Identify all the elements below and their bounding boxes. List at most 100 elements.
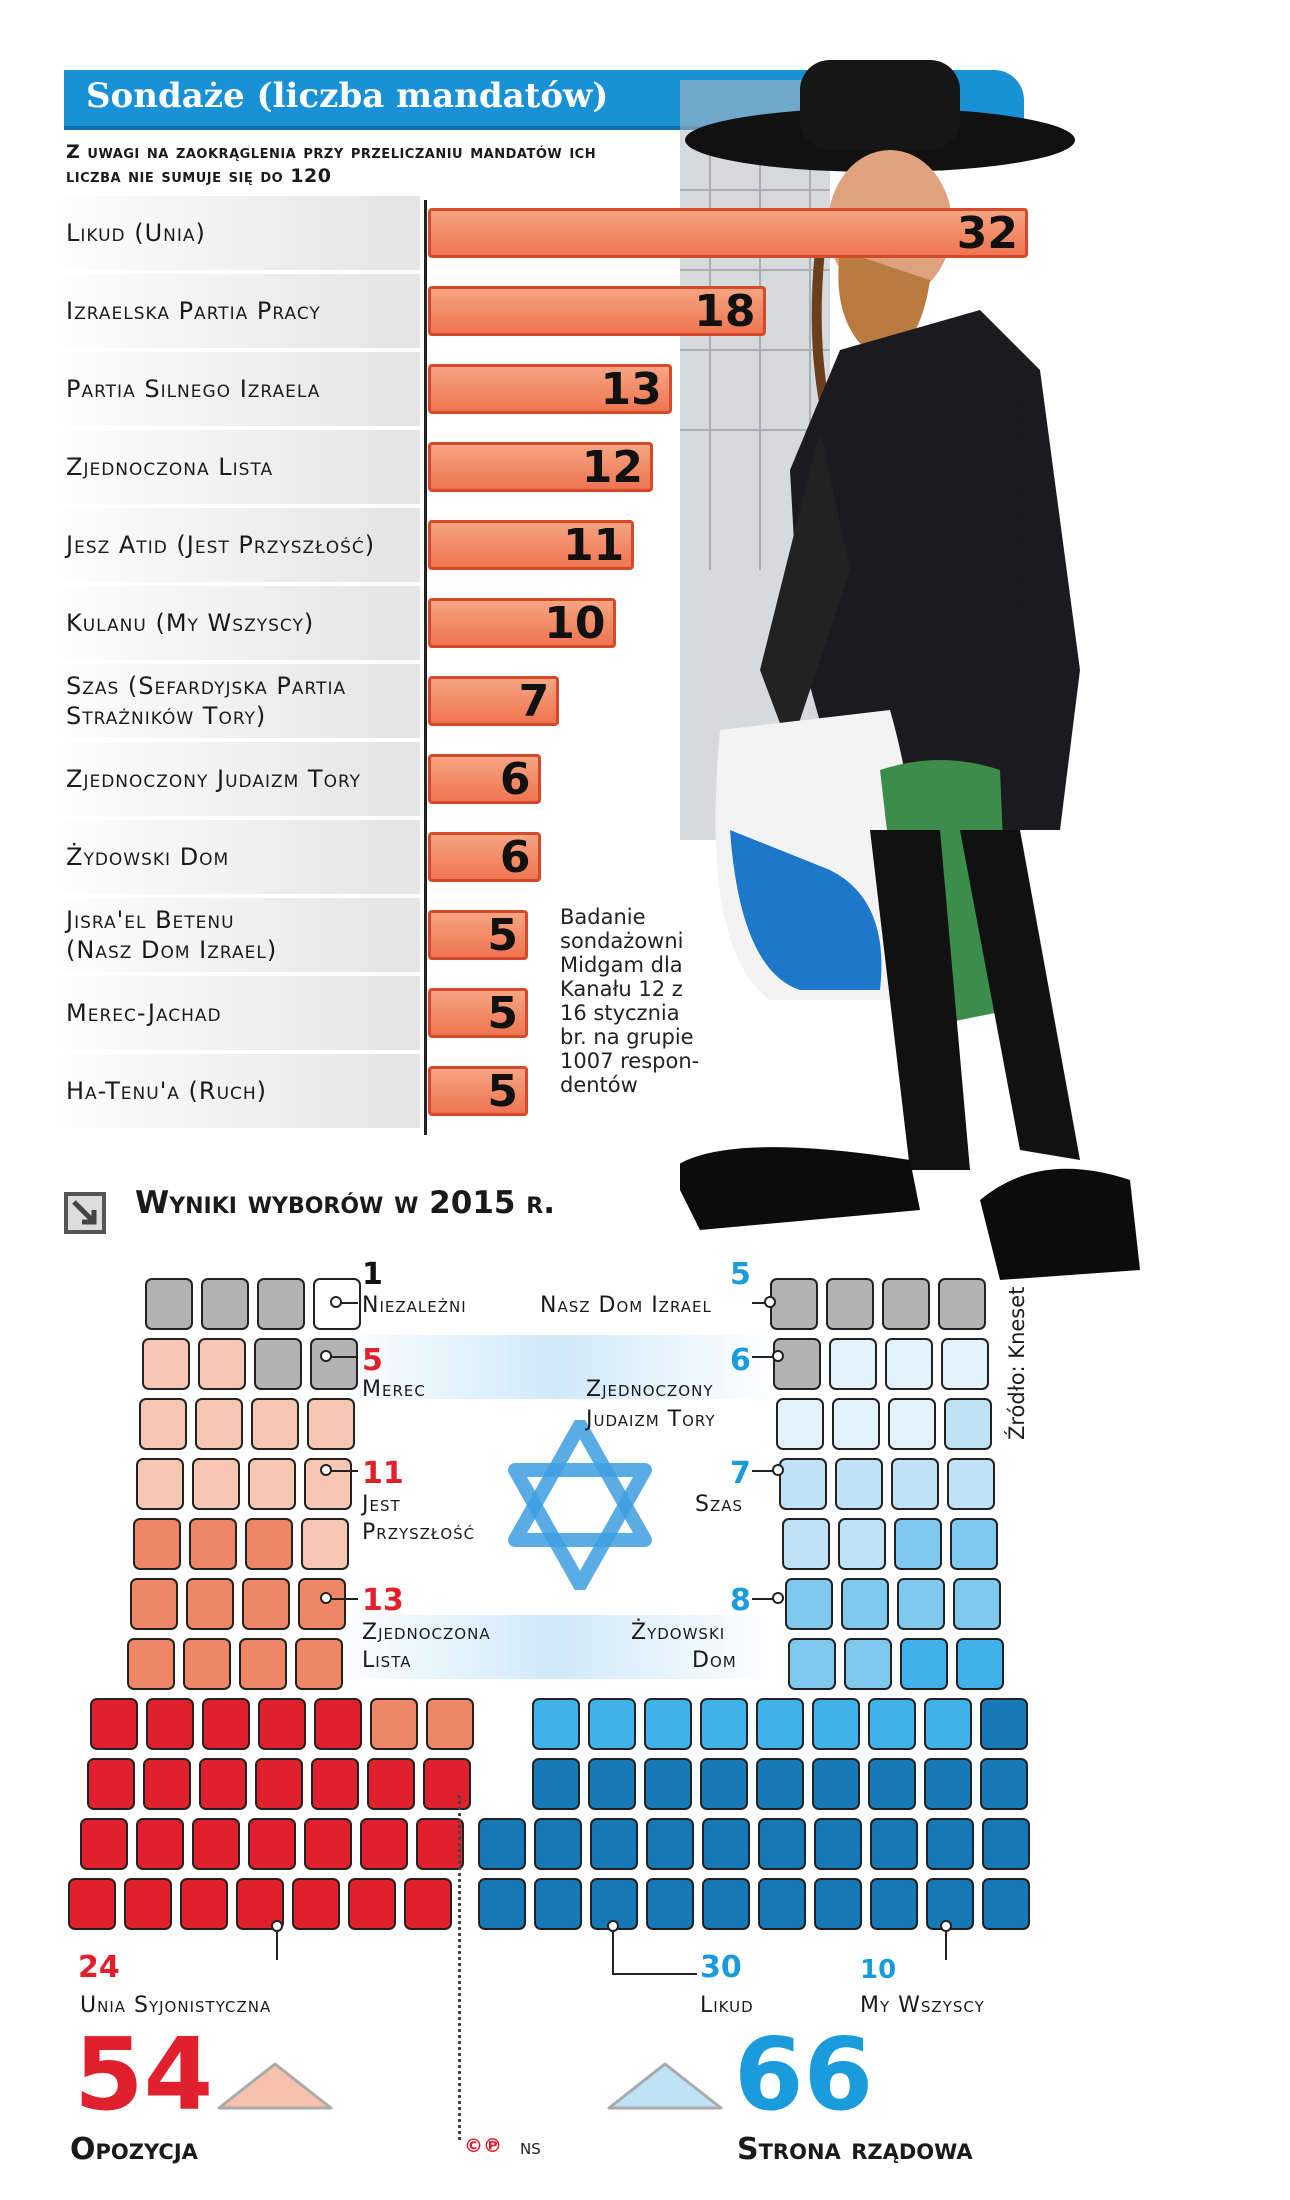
seat [894,1518,942,1570]
leader-dot [607,1920,619,1932]
poll-bar [428,208,1028,258]
seat [534,1878,582,1930]
my-wszyscy-label: My Wszyscy [860,1993,985,2018]
seat [201,1278,249,1330]
seat [944,1398,992,1450]
zydowski-label-2: Dom [692,1648,737,1673]
seat [292,1878,340,1930]
party-label: Kulanu (My Wszyscy) [66,609,315,637]
poll-bar [428,598,616,648]
seat [146,1698,194,1750]
leader-line [612,1973,697,1975]
seat [348,1878,396,1930]
seat [941,1338,989,1390]
seat [416,1818,464,1870]
seat [868,1698,916,1750]
seat [254,1338,302,1390]
author-initials: NS [520,2140,541,2158]
seat [298,1578,346,1630]
seat [239,1638,287,1690]
seat [478,1818,526,1870]
party-row-band [40,976,420,1050]
seat [756,1698,804,1750]
seat [758,1818,806,1870]
poll-bar [428,910,528,960]
party-row-band [40,1054,420,1128]
seat [926,1818,974,1870]
seat [924,1758,972,1810]
seat [646,1878,694,1930]
seat [307,1398,355,1450]
seat [700,1758,748,1810]
seat [139,1398,187,1450]
seat [829,1338,877,1390]
niezalezni-count: 1 [362,1257,383,1292]
government-total: 66 [734,2016,874,2133]
seat [192,1458,240,1510]
label-band-bottom [330,1615,780,1679]
seat [953,1578,1001,1630]
seat [532,1698,580,1750]
seat [534,1818,582,1870]
party-row-band [40,274,420,348]
seat [68,1878,116,1930]
results-title: Wyniki wyborów w 2015 r. [135,1185,555,1221]
seat [367,1758,415,1810]
seat [143,1758,191,1810]
seat [80,1818,128,1870]
bar-axis-line [424,200,427,1135]
seat [814,1818,862,1870]
leader-line [752,1302,768,1304]
chart-title: Sondaże (liczba mandatów) [86,76,609,116]
poll-bar-value: 13 [600,363,662,415]
seat [142,1338,190,1390]
leader-line [752,1356,774,1358]
zjednoczona-label-2: Lista [362,1648,412,1673]
nasz-dom-label: Nasz Dom Izrael [540,1293,712,1318]
seat [251,1398,299,1450]
seat [199,1758,247,1810]
party-label: Izraelska Partia Pracy [66,297,321,325]
leader-line [752,1598,774,1600]
seat [186,1578,234,1630]
seat [90,1698,138,1750]
government-label: Strona rządowa [737,2132,973,2167]
niezalezni-label: Niezależni [362,1293,467,1318]
opposition-triangle-icon [217,2062,333,2110]
leader-dot [320,1464,332,1476]
arrow-down-right-icon [64,1192,106,1234]
poll-bar-value: 5 [487,987,518,1039]
seat [311,1758,359,1810]
seat [588,1758,636,1810]
judaizm-label-1: Zjednoczony [586,1377,714,1402]
poll-bar-value: 5 [487,909,518,961]
seat [782,1518,830,1570]
seat [870,1878,918,1930]
seat [532,1758,580,1810]
party-row-band [40,742,420,816]
poll-note: Badanie sondażowni Midgam dla Kanału 12 … [560,905,700,1097]
seat [370,1698,418,1750]
poll-bar [428,286,766,336]
szas-count: 7 [730,1456,751,1491]
seat [868,1758,916,1810]
szas-label: Szas [695,1492,744,1517]
seat [314,1698,362,1750]
seat [770,1278,818,1330]
poll-bar-value: 6 [499,831,531,883]
jest-label-1: Jest [362,1492,401,1517]
seat [938,1278,986,1330]
party-row-band [40,820,420,894]
seat [255,1758,303,1810]
seat [130,1578,178,1630]
poll-bar-value: 7 [518,675,550,727]
seat [478,1878,526,1930]
copyright-mark: ©℗ [464,2135,502,2157]
party-row-band [40,430,420,504]
seat [950,1518,998,1570]
seat [900,1638,948,1690]
seat [826,1278,874,1330]
nasz-dom-count: 5 [730,1257,751,1292]
seat [646,1818,694,1870]
seat [423,1758,471,1810]
